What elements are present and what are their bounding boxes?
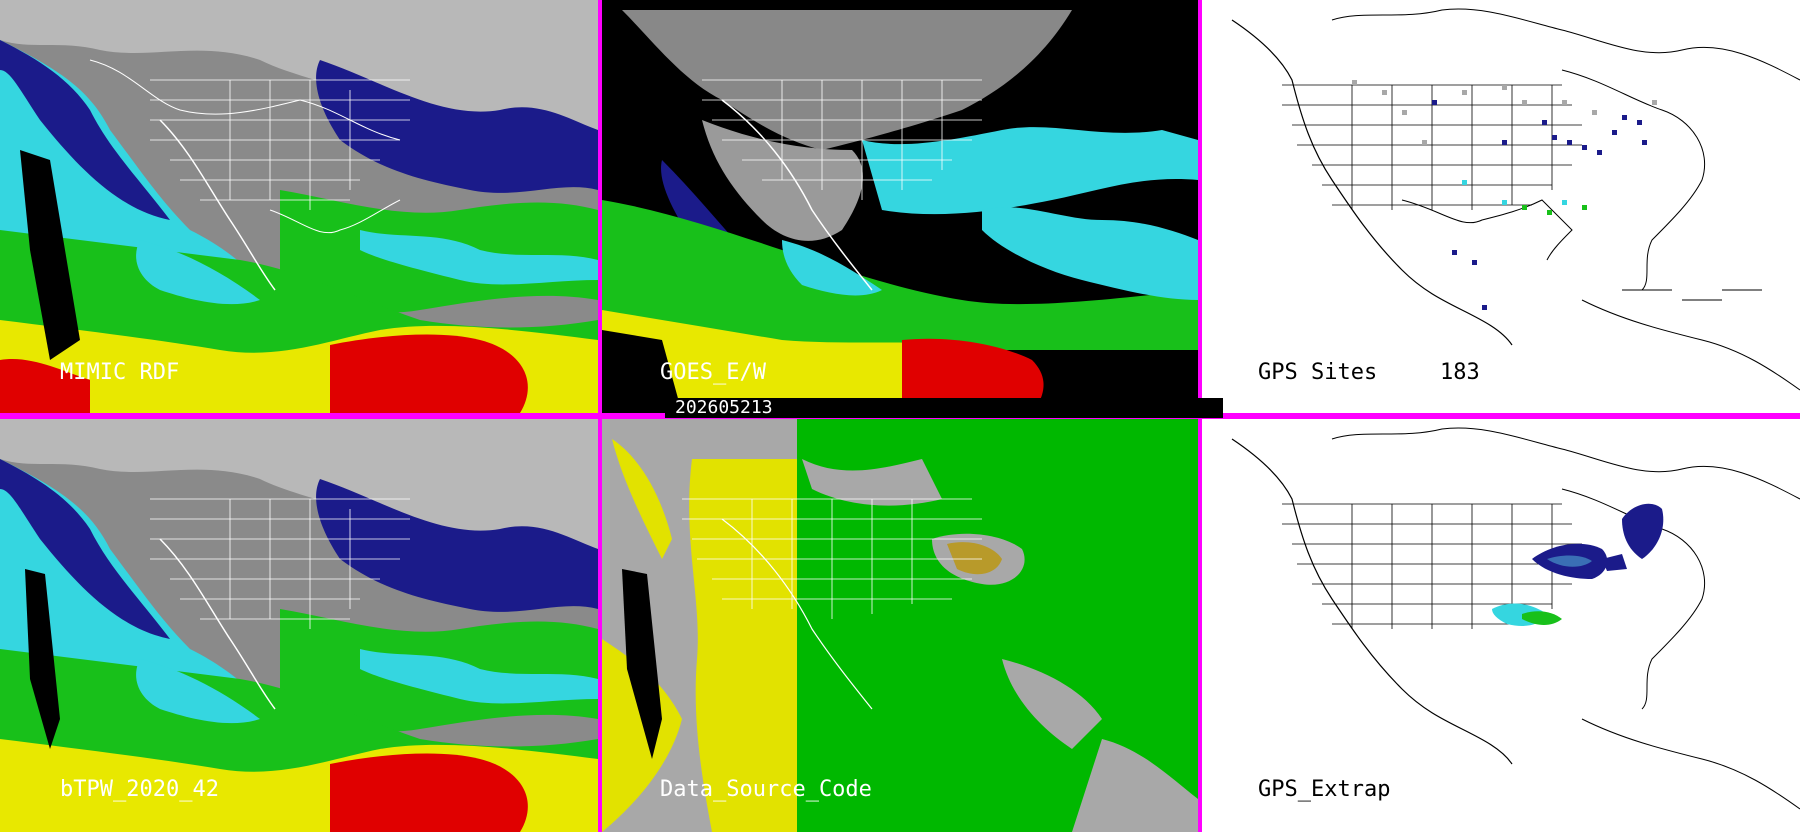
mimic-rdf-panel: MIMIC RDF [0,0,598,413]
btpw-map [0,419,598,832]
gps-sites-panel: GPS Sites 183 [1202,0,1800,413]
gps-sites-map [1202,0,1800,413]
btpw-panel: bTPW_2020_42 [0,419,598,832]
mimic-rdf-label: MIMIC RDF [60,360,180,385]
mimic-rdf-map [0,0,598,413]
gps-extrap-fields [1492,503,1664,626]
gps-extrap-label: GPS_Extrap [1258,777,1391,802]
vertical-divider-left [598,0,602,832]
btpw-label: bTPW_2020_42 [60,777,219,802]
timestamp-bar: 202605213 [665,398,1223,418]
gps-sites-count: 183 [1440,360,1480,385]
gps-site-markers [1352,80,1657,310]
goes-ew-label: GOES_E/W [660,360,766,385]
gps-extrap-map [1202,419,1800,832]
gps-sites-label: GPS Sites [1258,360,1378,385]
timestamp-text: 202605213 [675,397,773,418]
data-source-code-panel: Data_Source_Code [602,419,1198,832]
gps-extrap-panel: GPS_Extrap [1202,419,1800,832]
data-source-code-map [602,419,1198,832]
goes-ew-panel: GOES_E/W [602,0,1198,413]
goes-ew-map [602,0,1198,413]
data-source-code-label: Data_Source_Code [660,777,872,802]
